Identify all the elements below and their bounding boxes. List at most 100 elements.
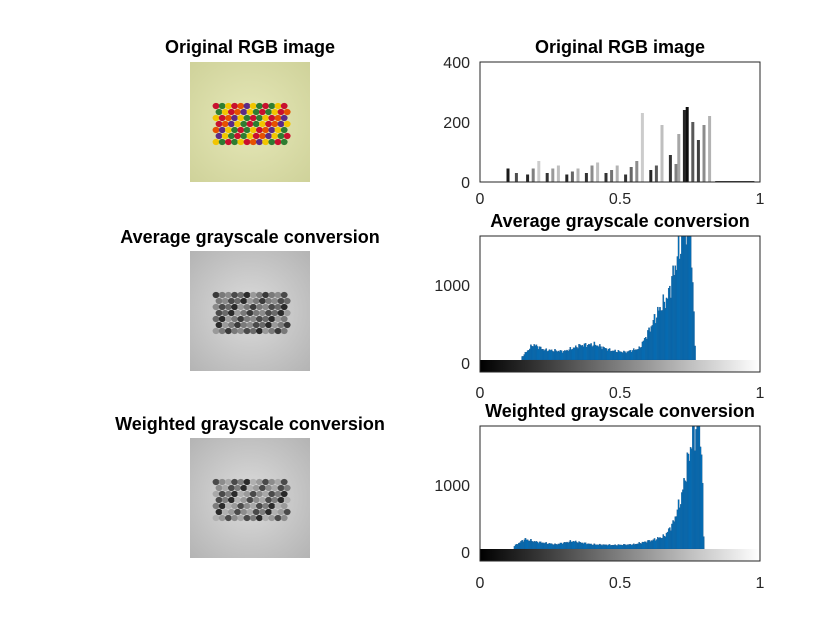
img2-bean-56 <box>256 502 263 510</box>
img2-bean-52 <box>231 502 239 510</box>
hist1-bar-29 <box>691 122 695 182</box>
img0-bean-60 <box>280 126 288 134</box>
img2-bean-68 <box>259 508 266 516</box>
img0-bean-66 <box>246 132 254 140</box>
img2-bean-10 <box>268 478 276 486</box>
hist1-axes-box <box>479 61 761 183</box>
img0-bean-25 <box>212 114 220 122</box>
img0-bean-27 <box>225 114 232 122</box>
img0-bean-9 <box>262 102 269 110</box>
hist3-yticks: 0 1000 <box>434 478 470 562</box>
img2-bean-17 <box>240 484 248 492</box>
img0-bean-73 <box>212 138 220 146</box>
img0-bean-37 <box>215 120 223 128</box>
hist1-bar-12 <box>590 165 594 182</box>
hist1-bar-30 <box>696 140 700 182</box>
img0-bean-11 <box>274 102 282 110</box>
img1-bean-59 <box>274 315 282 323</box>
img0-bean-71 <box>277 132 285 140</box>
img2-bean-63 <box>228 508 235 516</box>
img1-bean-77 <box>237 327 245 335</box>
img1-bean-80 <box>256 327 263 335</box>
img1-bean-63 <box>228 321 235 329</box>
img1-bean-64 <box>234 321 242 329</box>
img1-bean-65 <box>240 321 248 329</box>
img1-bean-30 <box>243 303 251 311</box>
img0-bean-31 <box>249 114 257 122</box>
img2-bean-64 <box>234 508 242 516</box>
img2-bean-29 <box>237 490 245 498</box>
hist1-bar-15 <box>610 170 614 182</box>
img2-bean-69 <box>265 508 272 516</box>
img0-bean-1 <box>212 102 220 110</box>
img2-bean-65 <box>240 508 248 516</box>
img1-bean-53 <box>237 315 245 323</box>
img2-bean-71 <box>277 508 285 516</box>
img1-bean-82 <box>268 327 276 335</box>
img0-bean-41 <box>240 120 248 128</box>
img0-bean-72 <box>283 132 291 140</box>
img1-bean-12 <box>280 291 288 299</box>
img1-bean-72 <box>283 321 291 329</box>
hist1-bar-13 <box>596 162 600 182</box>
img0-bean-70 <box>271 132 279 140</box>
img0-bean-6 <box>243 102 251 110</box>
img0-bean-48 <box>283 120 291 128</box>
img1-bean-31 <box>249 303 257 311</box>
img0-bean-33 <box>262 114 269 122</box>
img2-bean-77 <box>237 514 245 522</box>
img1-bean-67 <box>252 321 260 329</box>
img2-bean-13 <box>215 484 223 492</box>
img0-bean-61 <box>215 132 223 140</box>
img0-bean-20 <box>259 108 266 116</box>
hist3-axes-box <box>479 425 761 562</box>
hist2-xtick-0.5: 0.5 <box>609 385 631 402</box>
image-title-weighted: Weighted grayscale conversion <box>115 414 385 434</box>
img1-bean-71 <box>277 321 285 329</box>
hist1-bar-11 <box>584 173 588 182</box>
img2-bean-78 <box>243 514 251 522</box>
img1-bean-23 <box>277 297 285 305</box>
img1-bean-32 <box>256 303 263 311</box>
img0-bean-56 <box>256 126 263 134</box>
img0-bean-52 <box>231 126 239 134</box>
img0-bean-17 <box>240 108 248 116</box>
img0-bean-47 <box>277 120 285 128</box>
hist2-bar-196 <box>694 345 696 361</box>
img2-bean-20 <box>259 484 266 492</box>
img1-bean-6 <box>243 291 251 299</box>
img2-bean-81 <box>262 514 269 522</box>
image-title-average: Average grayscale conversion <box>120 227 379 247</box>
img2-bean-21 <box>265 484 272 492</box>
img0-bean-63 <box>228 132 235 140</box>
img1-bean-66 <box>246 321 254 329</box>
img2-bean-4 <box>231 478 239 486</box>
img0-bean-84 <box>280 138 288 146</box>
hist3-plot-area <box>513 425 705 550</box>
img0-bean-23 <box>277 108 285 116</box>
hist3-xtick-1: 1 <box>756 575 765 592</box>
weighted-grayscale-image <box>190 438 310 558</box>
img2-bean-24 <box>283 484 291 492</box>
hist1-bar-5 <box>545 173 549 182</box>
img2-bean-42 <box>246 496 254 504</box>
hist1-title: Original RGB image <box>535 37 705 57</box>
img2-bean-18 <box>246 484 254 492</box>
img1-bean-8 <box>256 291 263 299</box>
hist1-bar-27 <box>682 110 686 182</box>
img0-bean-64 <box>234 132 242 140</box>
img1-bean-26 <box>218 303 226 311</box>
img2-bean-12 <box>280 478 288 486</box>
img0-bean-21 <box>265 108 272 116</box>
img0-bean-30 <box>243 114 251 122</box>
img1-bean-16 <box>234 297 242 305</box>
img1-bean-47 <box>277 309 285 317</box>
img1-bean-74 <box>218 327 226 335</box>
img0-bean-10 <box>268 102 276 110</box>
img1-bean-3 <box>225 291 232 299</box>
img1-bean-13 <box>215 297 223 305</box>
hist3-grayscale-colorbar <box>480 549 760 561</box>
img2-bean-22 <box>271 484 279 492</box>
img0-bean-45 <box>265 120 272 128</box>
hist1-bar-22 <box>654 165 658 182</box>
